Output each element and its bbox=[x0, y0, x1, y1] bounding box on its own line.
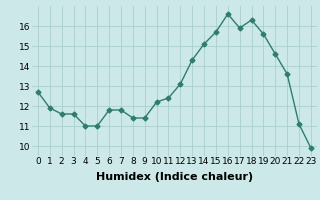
X-axis label: Humidex (Indice chaleur): Humidex (Indice chaleur) bbox=[96, 172, 253, 182]
